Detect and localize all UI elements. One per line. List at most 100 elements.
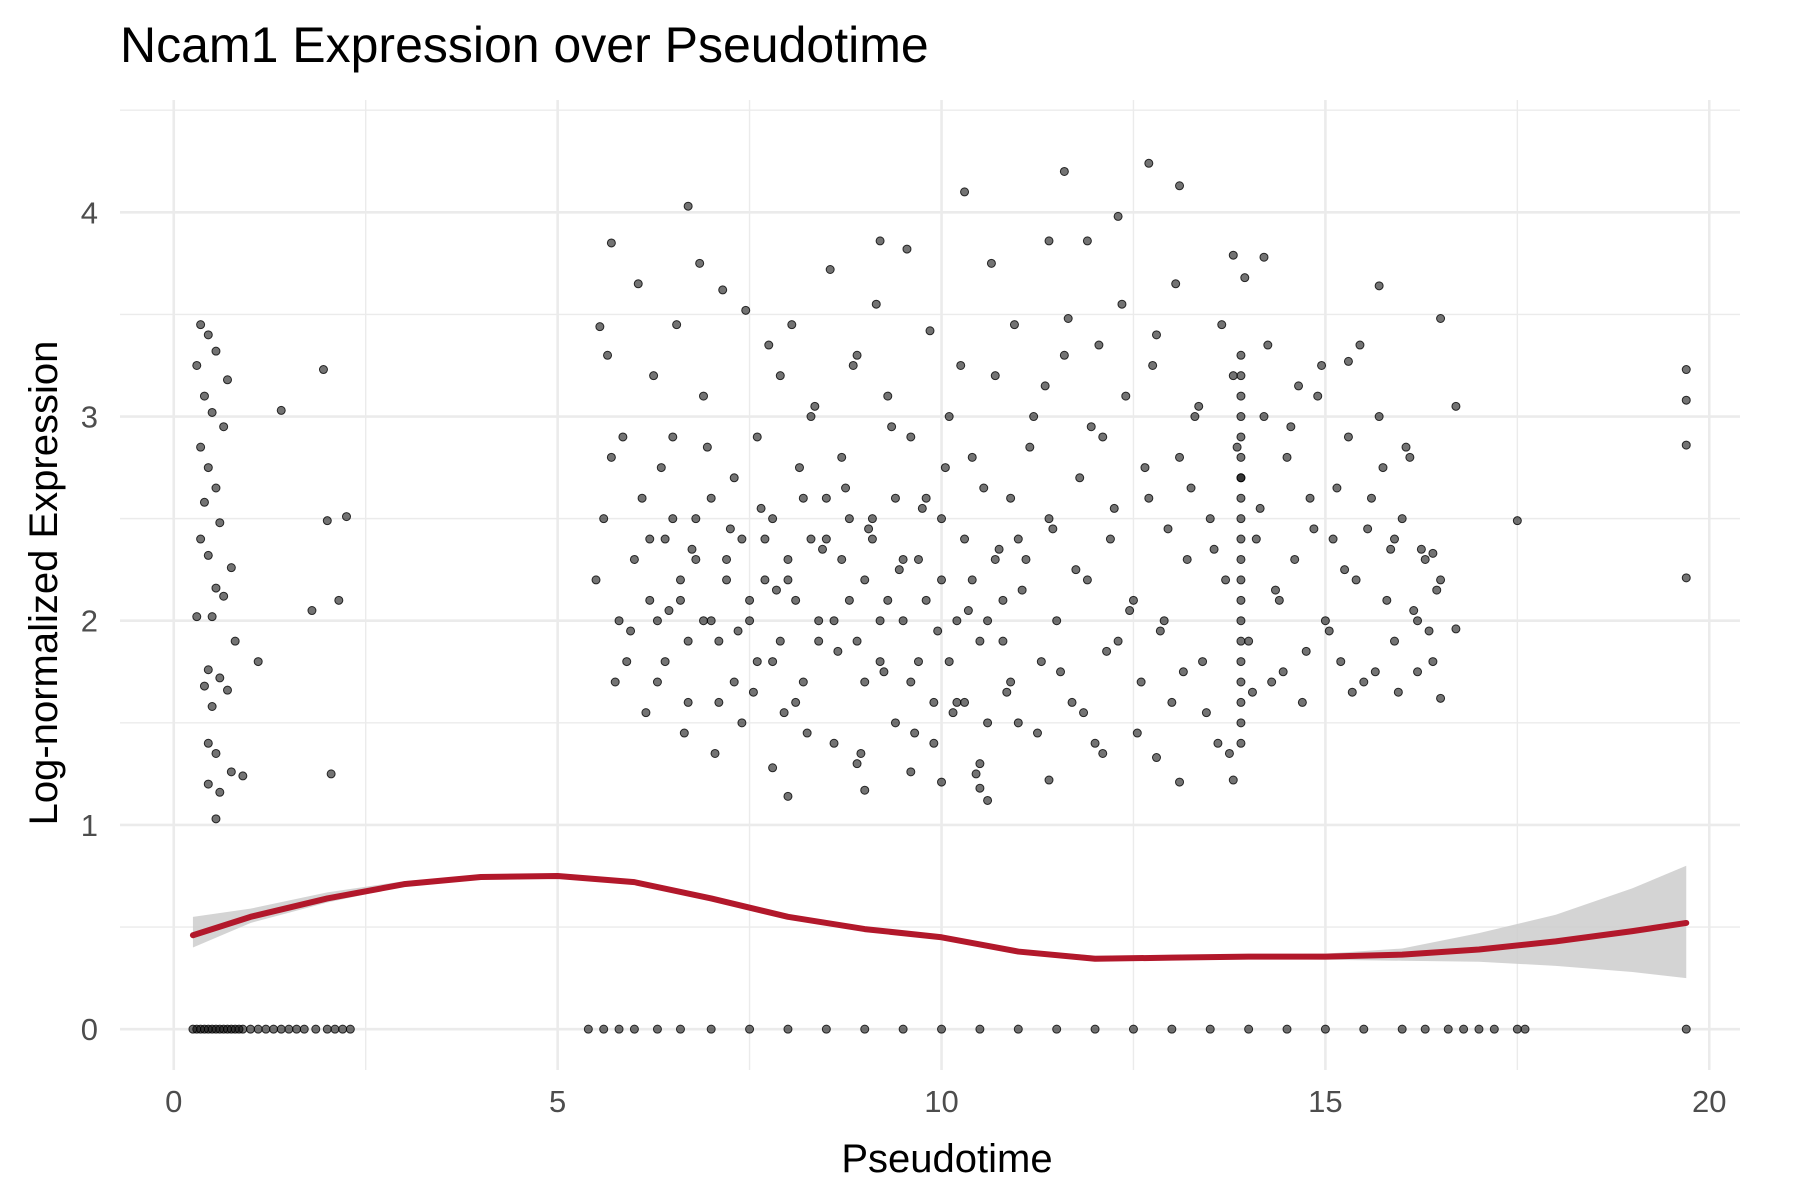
data-point	[722, 554, 732, 564]
data-point	[867, 514, 877, 524]
data-point	[983, 616, 993, 626]
data-point	[1213, 738, 1223, 748]
data-point	[1355, 340, 1365, 350]
data-point	[1205, 1024, 1215, 1034]
y-tick-label: 0	[81, 1012, 98, 1047]
data-point	[1236, 636, 1246, 646]
data-point	[1102, 646, 1112, 656]
data-point	[1236, 473, 1246, 483]
data-point	[1071, 565, 1081, 575]
data-point	[338, 1024, 348, 1034]
data-point	[752, 657, 762, 667]
data-point	[196, 320, 206, 330]
data-point	[1217, 320, 1227, 330]
data-point	[814, 616, 824, 626]
data-point	[960, 697, 970, 707]
data-point	[929, 738, 939, 748]
data-point	[238, 1024, 248, 1034]
data-point	[917, 503, 927, 513]
data-point	[1240, 273, 1250, 283]
data-point	[1159, 616, 1169, 626]
data-point	[196, 442, 206, 452]
data-point	[775, 636, 785, 646]
data-point	[649, 371, 659, 381]
data-point	[1359, 677, 1369, 687]
y-tick-label: 2	[81, 604, 98, 639]
data-point	[192, 360, 202, 370]
data-point	[864, 524, 874, 534]
data-point	[1013, 718, 1023, 728]
data-point	[860, 575, 870, 585]
data-point	[633, 279, 643, 289]
data-point	[203, 738, 213, 748]
data-point	[1290, 554, 1300, 564]
data-point	[940, 463, 950, 473]
data-point	[687, 544, 697, 554]
data-point	[207, 702, 217, 712]
data-point	[246, 1024, 256, 1034]
data-point	[203, 330, 213, 340]
data-point	[706, 493, 716, 503]
data-point	[1151, 753, 1161, 763]
data-point	[921, 493, 931, 503]
data-point	[629, 1024, 639, 1034]
data-point	[775, 371, 785, 381]
data-point	[645, 595, 655, 605]
data-point	[1144, 493, 1154, 503]
data-point	[322, 516, 332, 526]
data-point	[1393, 687, 1403, 697]
data-point	[771, 585, 781, 595]
data-point	[1032, 728, 1042, 738]
data-point	[814, 636, 824, 646]
data-point	[1167, 697, 1177, 707]
data-point	[802, 728, 812, 738]
data-point	[211, 814, 221, 824]
data-point	[937, 575, 947, 585]
data-point	[1278, 667, 1288, 677]
data-point	[1351, 575, 1361, 585]
data-point	[222, 375, 232, 385]
data-point	[691, 514, 701, 524]
data-point	[238, 771, 248, 781]
data-point	[276, 1024, 286, 1034]
data-point	[1105, 534, 1115, 544]
data-point	[783, 1024, 793, 1034]
data-point	[203, 665, 213, 675]
data-point	[1056, 667, 1066, 677]
data-point	[1363, 524, 1373, 534]
smooth-line	[189, 873, 1690, 962]
data-point	[656, 463, 666, 473]
data-point	[1113, 636, 1123, 646]
data-point	[1320, 616, 1330, 626]
data-point	[737, 718, 747, 728]
data-point	[1148, 360, 1158, 370]
data-point	[1205, 514, 1215, 524]
data-point	[1025, 442, 1035, 452]
data-point	[691, 554, 701, 564]
data-point	[818, 544, 828, 554]
data-point	[983, 795, 993, 805]
data-point	[1082, 575, 1092, 585]
data-point	[898, 1024, 908, 1034]
data-point	[1474, 1024, 1484, 1034]
data-point	[1236, 616, 1246, 626]
data-point	[1171, 279, 1181, 289]
data-point	[1079, 708, 1089, 718]
data-point	[1336, 657, 1346, 667]
data-point	[1263, 340, 1273, 350]
data-point	[1182, 554, 1192, 564]
data-point	[1459, 1024, 1469, 1034]
data-point	[1244, 1024, 1254, 1034]
data-point	[871, 299, 881, 309]
data-point	[1274, 595, 1284, 605]
data-point	[837, 452, 847, 462]
data-point	[906, 677, 916, 687]
data-point	[1136, 677, 1146, 687]
data-point	[1128, 595, 1138, 605]
data-point	[1451, 624, 1461, 634]
data-point	[837, 554, 847, 564]
data-point	[1681, 440, 1691, 450]
data-point	[1420, 1024, 1430, 1034]
data-point	[1175, 777, 1185, 787]
data-point	[825, 264, 835, 274]
